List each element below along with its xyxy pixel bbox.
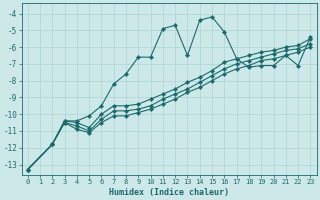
X-axis label: Humidex (Indice chaleur): Humidex (Indice chaleur) <box>109 188 229 197</box>
